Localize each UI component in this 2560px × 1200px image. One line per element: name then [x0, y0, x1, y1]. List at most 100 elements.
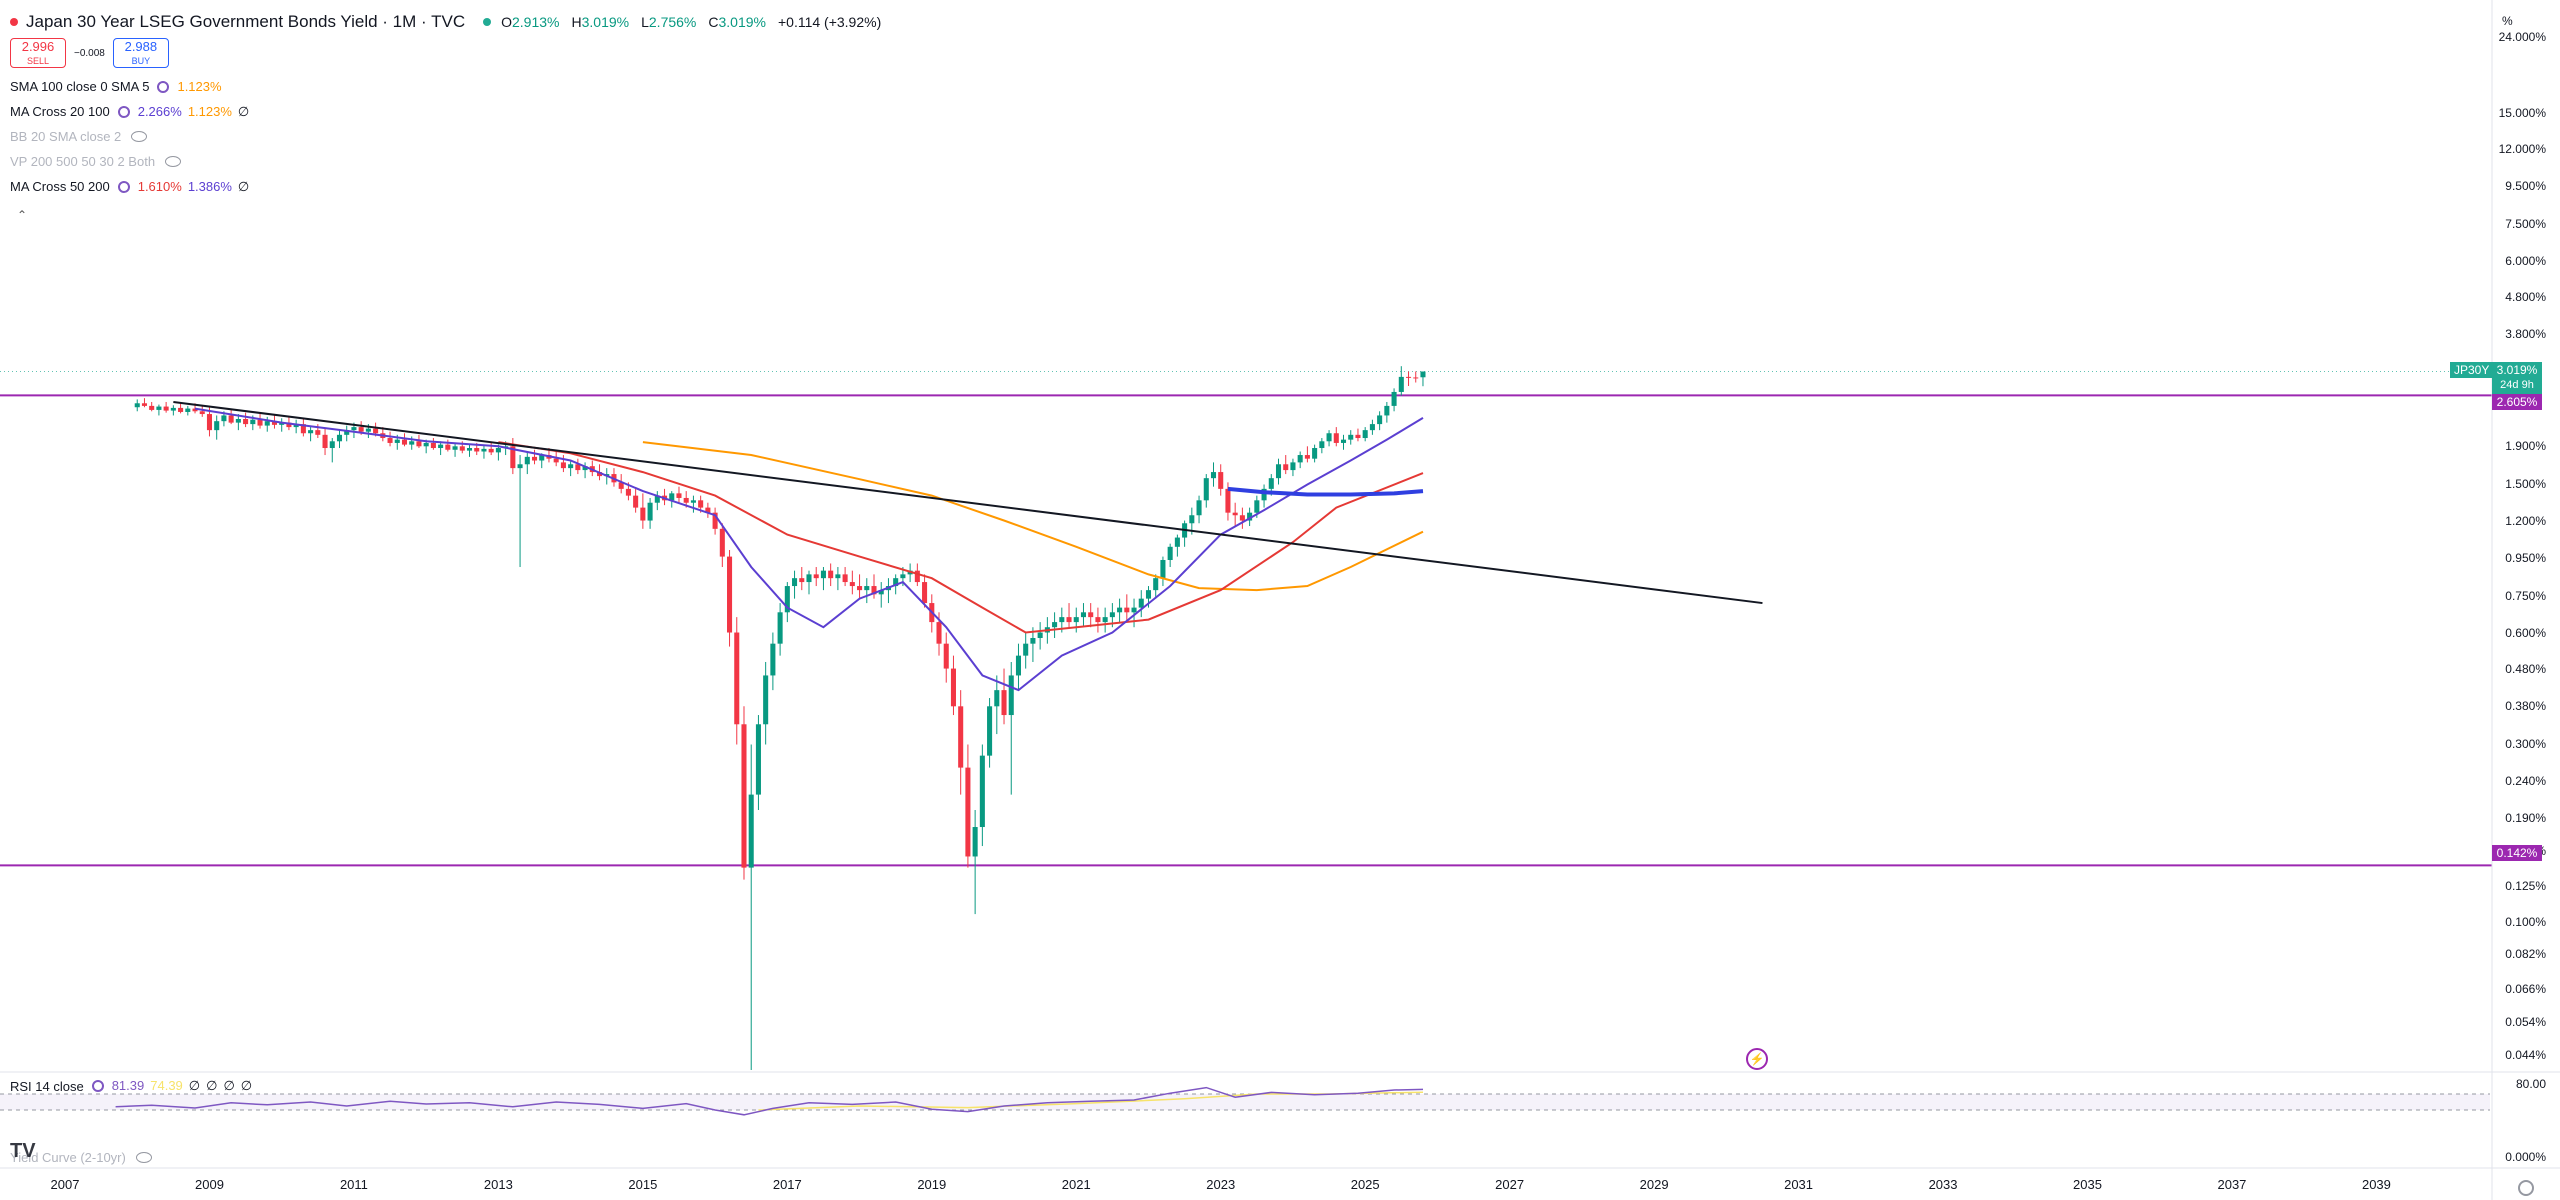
candle-body — [1117, 607, 1123, 613]
candle-body — [1312, 448, 1318, 459]
indicator-row[interactable]: VP 200 500 50 30 2 Both — [10, 149, 885, 174]
candle-body — [647, 502, 653, 521]
indicator-name[interactable]: BB 20 SMA close 2 — [10, 129, 122, 144]
candle-body — [250, 419, 256, 425]
x-tick-label: 2031 — [1784, 1177, 1814, 1192]
y-tick-label: 0.125% — [2505, 878, 2546, 893]
candle-body — [1203, 478, 1209, 501]
last-price-value: 3.019% — [2496, 363, 2538, 377]
indicator-settings-icon[interactable] — [117, 180, 130, 193]
eye-hidden-icon[interactable] — [165, 156, 182, 167]
candle-body — [842, 574, 848, 583]
rsi-name[interactable]: RSI 14 close — [10, 1078, 84, 1094]
candle-body — [1145, 590, 1152, 599]
x-tick-label: 2009 — [195, 1177, 224, 1192]
indicator-name[interactable]: SMA 100 close 0 SMA 5 — [10, 79, 150, 94]
level-low-tag: 0.142% — [2492, 845, 2542, 861]
trade-buttons: 2.996 SELL −0.008 2.988 BUY — [10, 38, 885, 68]
indicator-name[interactable]: MA Cross 20 100 — [10, 104, 110, 119]
rsi-value: ∅ — [240, 1078, 253, 1093]
ohlc-open: O2.913% — [501, 14, 560, 30]
candle-body — [1326, 433, 1332, 442]
x-tick-label: 2027 — [1495, 1177, 1525, 1192]
rsi-settings-icon[interactable] — [91, 1080, 104, 1092]
candle-body — [1384, 405, 1390, 416]
candle-body — [568, 464, 574, 469]
candle-body — [763, 675, 769, 725]
candle-body — [987, 706, 993, 756]
symbol-title[interactable]: Japan 30 Year LSEG Government Bonds Yiel… — [26, 12, 466, 31]
candle-body — [423, 442, 429, 447]
yield-curve-name[interactable]: Yield Curve (2-10yr) — [10, 1150, 126, 1165]
indicator-row[interactable]: MA Cross 20 100 2.266% 1.123% ∅ — [10, 99, 885, 124]
candle-body — [1377, 415, 1383, 425]
candle-body — [806, 574, 812, 583]
y-tick-label: 12.000% — [2498, 141, 2546, 156]
y-tick-label: 0.300% — [2505, 737, 2546, 752]
candle-body — [1254, 500, 1260, 513]
candle-body — [257, 419, 263, 426]
eye-hidden-icon[interactable] — [131, 131, 148, 142]
x-tick-label: 2013 — [483, 1177, 513, 1192]
candle-body — [178, 407, 184, 412]
x-tick-label: 2021 — [1061, 1177, 1091, 1192]
candle-body — [466, 448, 473, 451]
candle-body — [1030, 637, 1036, 644]
candle-body — [828, 570, 834, 579]
ohlc-high: H3.019% — [571, 14, 630, 30]
candle-body — [849, 582, 855, 587]
candle-body — [640, 507, 646, 521]
y-tick-label: 7.500% — [2505, 217, 2546, 232]
lightning-alert-icon[interactable]: ⚡ — [1746, 1048, 1768, 1070]
candle-body — [1283, 464, 1289, 471]
candle-body — [900, 574, 906, 579]
candle-body — [1160, 559, 1166, 579]
candle-body — [394, 439, 400, 443]
candle-body — [271, 421, 278, 425]
indicator-settings-icon[interactable] — [157, 80, 170, 93]
candle-body — [1052, 622, 1058, 628]
market-status-icon[interactable] — [483, 18, 492, 26]
eye-hidden-icon[interactable] — [135, 1152, 152, 1163]
tradingview-logo-icon[interactable]: TV — [10, 1140, 36, 1162]
candle-body — [878, 590, 884, 595]
candle-body — [654, 495, 660, 503]
candle-body — [228, 415, 234, 423]
candle-body — [633, 495, 639, 508]
candle-body — [300, 424, 306, 434]
candle-body — [1340, 439, 1347, 443]
rsi-value: ∅ — [188, 1078, 201, 1093]
indicator-row[interactable]: MA Cross 50 200 1.610% 1.386% ∅ — [10, 174, 885, 199]
candle-body — [539, 455, 545, 461]
indicator-name[interactable]: MA Cross 50 200 — [10, 179, 110, 194]
chevron-up-icon[interactable]: ⌃ — [16, 208, 28, 222]
rsi-legend: RSI 14 close 81.39 74.39 ∅ ∅ ∅ ∅ — [10, 1078, 258, 1094]
indicator-settings-icon[interactable] — [117, 105, 130, 118]
candle-body — [770, 643, 776, 676]
indicator-row[interactable]: BB 20 SMA close 2 — [10, 124, 885, 149]
indicator-value: 2.266% — [137, 104, 182, 119]
candle-body — [1001, 690, 1007, 716]
candle-body — [481, 448, 487, 452]
candle-body — [777, 612, 783, 644]
y-tick-label: 1.900% — [2505, 439, 2546, 454]
candle-body — [965, 767, 971, 857]
y-tick-label: 24.000% — [2498, 29, 2546, 44]
sell-button[interactable]: 2.996 SELL — [10, 38, 66, 68]
indicator-name[interactable]: VP 200 500 50 30 2 Both — [10, 154, 156, 169]
candle-body — [1218, 472, 1224, 489]
candle-body — [1174, 537, 1180, 547]
candle-body — [474, 448, 480, 452]
candle-body — [1333, 433, 1339, 443]
candle-body — [936, 622, 942, 644]
candle-body — [755, 724, 761, 795]
candle-body — [243, 418, 249, 425]
y-tick-label: 0.044% — [2505, 1047, 2546, 1062]
x-tick-label: 2017 — [772, 1177, 802, 1192]
gear-icon[interactable] — [2518, 1180, 2534, 1196]
buy-button[interactable]: 2.988 BUY — [112, 38, 169, 68]
candle-body — [835, 574, 841, 579]
candle-body — [618, 482, 624, 489]
indicator-row[interactable]: SMA 100 close 0 SMA 5 1.123% — [10, 74, 885, 99]
